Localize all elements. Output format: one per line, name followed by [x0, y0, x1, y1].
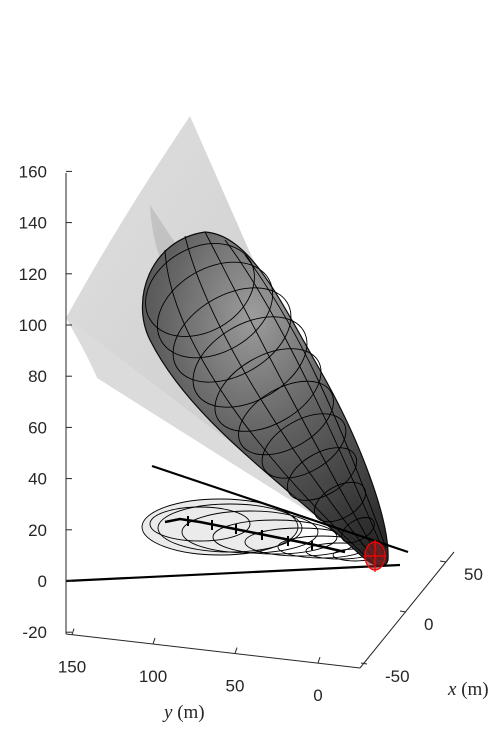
black-wireframe-loops — [145, 231, 387, 563]
y-tick-label: 100 — [139, 667, 167, 686]
z-tick-label: 160 — [19, 162, 47, 181]
y-tick-mark — [234, 647, 238, 654]
z-tick-label: 20 — [28, 521, 47, 540]
x-tick-label: 0 — [424, 615, 433, 634]
x-tick-label: 50 — [464, 565, 483, 584]
x-tick-mark — [399, 610, 407, 613]
z-tick-label: 120 — [19, 265, 47, 284]
y-axis-title: y (m) — [162, 702, 205, 723]
y-tick-mark — [71, 628, 75, 635]
y-axis — [65, 633, 361, 669]
x-tick-mark — [360, 662, 368, 665]
y-tick-label: 150 — [58, 658, 86, 677]
red-origin-frame — [364, 540, 386, 572]
x-axis-title: x (m) — [447, 679, 489, 700]
z-tick-label: 0 — [38, 572, 47, 591]
z-tick-label: 80 — [28, 367, 47, 386]
x-tick-group: 50 0 -50 — [360, 560, 483, 686]
z-tick-label: 100 — [19, 316, 47, 335]
z-tick-label: 140 — [19, 214, 47, 233]
ground-projection-ellipses — [141, 498, 378, 562]
y-tick-group: 150 100 50 0 — [58, 628, 323, 705]
z-tick-group: -20 0 20 40 60 80 100 120 140 160 — [19, 162, 72, 642]
x-tick-mark — [439, 560, 447, 563]
z-tick-label: -20 — [22, 623, 47, 642]
y-tick-mark — [152, 637, 156, 645]
z-tick-label: 60 — [28, 418, 47, 437]
x-axis — [359, 551, 455, 669]
y-tick-label: 50 — [226, 677, 245, 696]
y-tick-mark — [317, 656, 321, 664]
x-tick-label: -50 — [385, 667, 410, 686]
z-tick-label: 40 — [28, 470, 47, 489]
reference-lines — [65, 464, 409, 583]
y-tick-label: 0 — [313, 686, 322, 705]
